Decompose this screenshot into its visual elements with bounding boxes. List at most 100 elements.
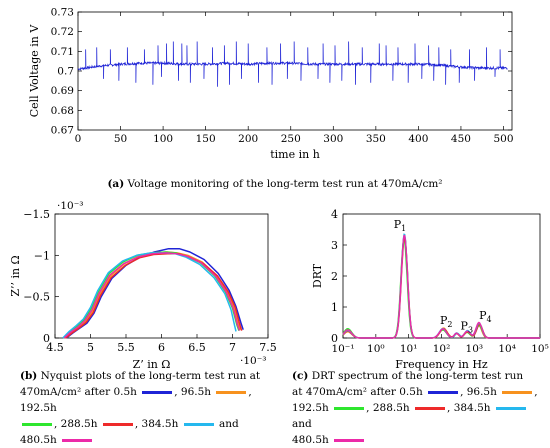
peak-label-letter: P xyxy=(479,309,487,322)
x-tick-label-a: 300 xyxy=(323,133,343,145)
y-tick-label-a: 0.73 xyxy=(51,7,74,19)
x-axis-label-b: Z’ in Ω xyxy=(133,358,171,371)
caption-b-line3c: and xyxy=(219,418,239,430)
x-tick-label-c: 10⁴ xyxy=(498,343,516,355)
x-tick-label-a: 150 xyxy=(196,133,216,145)
swatch-c-384.5h xyxy=(495,406,526,410)
y-tick-label-a: 0.72 xyxy=(51,26,74,38)
caption-c-line3a: 192.5h xyxy=(292,402,329,414)
x-tick-label-c: 10³ xyxy=(466,343,484,355)
x-tick-label-c: 10² xyxy=(433,343,451,355)
x-tick-label-c: 10⁵ xyxy=(531,343,549,355)
y-axis-label-c: DRT xyxy=(311,263,324,288)
swatch-288.5h xyxy=(102,422,133,426)
y-tick-label-b: 0 xyxy=(43,332,50,345)
x-tick-label-a: 400 xyxy=(408,133,428,145)
x-tick-label-a: 50 xyxy=(114,133,127,145)
x-tick-label-a: 500 xyxy=(493,133,513,145)
swatch-480.5h xyxy=(62,438,93,442)
x-axis-label-a: time in h xyxy=(270,148,320,161)
y-tick-label-c: 4 xyxy=(331,208,338,221)
caption-a-text: Voltage monitoring of the long-term test… xyxy=(127,178,443,190)
y-axis-label-b: Z’’ in Ω xyxy=(9,255,22,296)
caption-b: (b) Nyquist plots of the long-term test … xyxy=(20,368,278,448)
caption-c-line2b: , 96.5h xyxy=(460,386,497,398)
caption-b-line2c: , 192.5h xyxy=(20,386,252,414)
swatch-c-480.5h xyxy=(334,438,365,442)
y-tick-label-a: 0.7 xyxy=(57,66,74,78)
nyquist-series-480.5h xyxy=(63,252,241,339)
y-tick-label-c: 2 xyxy=(331,270,338,283)
drt-chart: 10⁻¹ 10⁰ 10¹ 10² 10³ 10⁴ 10⁵ 0 1 2 3 4 Frequency in … xyxy=(311,208,549,371)
caption-c: (c) DRT spectrum of the long-term test r… xyxy=(292,370,538,446)
caption-b-line3b: , 384.5h xyxy=(134,418,179,430)
caption-a-tag: (a) xyxy=(107,178,125,190)
swatch-c-288.5h xyxy=(415,406,446,410)
peak-label-P2: P2 xyxy=(440,314,453,329)
x-tick-label-b: 7.5 xyxy=(259,341,277,354)
swatch-c-96.5h xyxy=(502,390,533,394)
x-axis-label-c: Frequency in Hz xyxy=(395,358,488,371)
y-tick-label-b: −1 xyxy=(34,249,50,262)
caption-c-line4: 480.5h xyxy=(292,434,329,446)
swatch-c-192.5h xyxy=(334,406,365,410)
caption-c-line1: DRT spectrum of the long-term test run xyxy=(311,370,524,382)
x-tick-label-c: 10¹ xyxy=(400,343,418,355)
y-tick-label-b: −1.5 xyxy=(23,208,50,221)
swatch-96.5h xyxy=(216,390,247,394)
y-tick-label-b: −0.5 xyxy=(23,291,50,304)
x-tick-label-b: 5.5 xyxy=(117,341,135,354)
peak-label-P3: P3 xyxy=(461,319,474,334)
peak-label-sub: 4 xyxy=(487,315,492,324)
x-tick-label-a: 200 xyxy=(238,133,258,145)
y-axis-label-a: Cell Voltage in V xyxy=(28,24,41,118)
y-tick-label-c: 1 xyxy=(331,301,338,314)
peak-label-letter: P xyxy=(440,314,448,327)
nyquist-series-0.5h xyxy=(65,247,244,339)
caption-c-line3d: and xyxy=(292,418,312,430)
y-tick-label-a: 0.68 xyxy=(51,105,74,117)
nyquist-chart: 4.5 5 5.5 6 6.5 7 7.5 −1.5 −1 −0.5 0 ·10⁻³ ·10⁻³ Z’ i… xyxy=(9,200,277,371)
x-tick-label-a: 100 xyxy=(153,133,173,145)
x-tick-label-b: 4.5 xyxy=(46,341,64,354)
caption-b-line2a: 470mA/cm² after 0.5h xyxy=(20,386,137,398)
peak-label-P4: P4 xyxy=(479,309,492,324)
caption-c-tag: (c) xyxy=(292,370,309,382)
x-tick-label-c: 10⁰ xyxy=(367,343,385,355)
caption-a: (a) Voltage monitoring of the long-term … xyxy=(0,176,550,192)
x-tick-label-a: 350 xyxy=(366,133,386,145)
caption-b-line1: Nyquist plots of the long-term test run … xyxy=(40,370,261,382)
nyquist-series-288.5h xyxy=(65,252,243,339)
caption-c-line3b: , 288.5h xyxy=(366,402,410,414)
x-tick-label-a: 250 xyxy=(281,133,301,145)
x-tick-label-b: 5 xyxy=(87,341,94,354)
y-multiplier-b: ·10⁻³ xyxy=(57,200,83,212)
x-tick-label-b: 6.5 xyxy=(188,341,206,354)
peak-label-sub: 2 xyxy=(447,320,452,329)
caption-c-line3c: , 384.5h xyxy=(447,402,491,414)
y-tick-label-a: 0.69 xyxy=(51,85,74,97)
x-tick-label-a: 450 xyxy=(451,133,471,145)
y-tick-label-c: 3 xyxy=(331,239,338,252)
peak-label-letter: P xyxy=(394,218,402,231)
nyquist-series-384.5h xyxy=(62,252,237,339)
peak-label-letter: P xyxy=(461,319,469,332)
peak-label-P1: P1 xyxy=(394,218,407,233)
caption-b-line2b: , 96.5h xyxy=(174,386,212,398)
x-multiplier-b: ·10⁻³ xyxy=(240,355,266,367)
x-tick-label-b: 6 xyxy=(158,341,165,354)
nyquist-series-96.5h xyxy=(64,251,242,339)
swatch-0.5h xyxy=(142,390,173,394)
voltage-series xyxy=(77,41,508,87)
x-tick-label-c: 10⁻¹ xyxy=(331,343,354,355)
x-tick-label-a: 0 xyxy=(75,133,82,145)
caption-b-line4: 480.5h xyxy=(20,434,57,446)
peak-label-sub: 1 xyxy=(401,224,406,233)
voltage-chart: 0 50 100 150 200 250 300 350 400 450 500 0.67 0.68 0.… xyxy=(28,7,514,162)
y-tick-label-a: 0.67 xyxy=(51,125,74,137)
y-tick-label-c: 0 xyxy=(331,332,338,345)
caption-c-line2a: at 470mA/cm² after 0.5h xyxy=(292,386,423,398)
swatch-192.5h xyxy=(22,422,52,426)
swatch-c-0.5h xyxy=(428,390,459,394)
